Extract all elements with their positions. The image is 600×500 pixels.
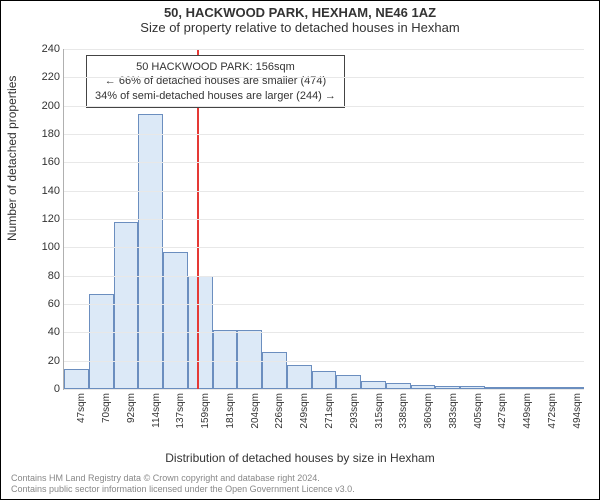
bar [163, 252, 188, 389]
x-tick-label: 181sqm [225, 393, 236, 429]
gridline [64, 247, 584, 248]
bar [64, 369, 89, 389]
gridline [64, 361, 584, 362]
bar [312, 371, 337, 389]
x-tick-label: 159sqm [200, 393, 211, 429]
x-tick-label: 271sqm [324, 393, 335, 429]
gridline [64, 276, 584, 277]
y-tick-label: 220 [30, 71, 60, 83]
x-tick-label: 293sqm [349, 393, 360, 429]
y-tick-label: 240 [30, 43, 60, 55]
y-tick-label: 80 [30, 270, 60, 282]
x-tick-label: 360sqm [423, 393, 434, 429]
chart-title-desc: Size of property relative to detached ho… [1, 20, 599, 35]
chart-container: 50, HACKWOOD PARK, HEXHAM, NE46 1AZ Size… [0, 0, 600, 500]
y-tick-label: 20 [30, 355, 60, 367]
bar [213, 330, 238, 390]
bar [89, 294, 114, 389]
y-tick-label: 0 [30, 383, 60, 395]
annotation-line3: 34% of semi-detached houses are larger (… [95, 89, 336, 103]
x-tick-label: 114sqm [151, 393, 162, 428]
x-tick-label: 472sqm [547, 393, 558, 429]
gridline [64, 304, 584, 305]
y-axis-label: Number of detached properties [5, 76, 19, 241]
x-tick-label: 449sqm [522, 393, 533, 429]
credits-line2: Contains public sector information licen… [11, 484, 355, 495]
chart-title-address: 50, HACKWOOD PARK, HEXHAM, NE46 1AZ [1, 5, 599, 20]
y-tick-label: 100 [30, 241, 60, 253]
title-block: 50, HACKWOOD PARK, HEXHAM, NE46 1AZ Size… [1, 1, 599, 35]
x-tick-label: 338sqm [398, 393, 409, 429]
x-tick-label: 92sqm [126, 393, 137, 423]
gridline [64, 219, 584, 220]
gridline [64, 77, 584, 78]
credits: Contains HM Land Registry data © Crown c… [11, 473, 355, 496]
gridline [64, 134, 584, 135]
x-tick-label: 249sqm [299, 393, 310, 429]
credits-line1: Contains HM Land Registry data © Crown c… [11, 473, 355, 484]
x-tick-label: 226sqm [274, 393, 285, 429]
plot-area: 50 HACKWOOD PARK: 156sqm ← 66% of detach… [63, 49, 583, 389]
bar [262, 352, 287, 389]
x-tick-label: 70sqm [101, 393, 112, 423]
plot-box: 50 HACKWOOD PARK: 156sqm ← 66% of detach… [63, 49, 584, 390]
x-tick-label: 137sqm [175, 393, 186, 429]
y-tick-label: 160 [30, 156, 60, 168]
y-tick-label: 200 [30, 100, 60, 112]
bar [237, 330, 262, 390]
annotation-line1: 50 HACKWOOD PARK: 156sqm [95, 60, 336, 74]
annotation-box: 50 HACKWOOD PARK: 156sqm ← 66% of detach… [86, 55, 345, 108]
bar [287, 365, 312, 389]
x-tick-label: 405sqm [473, 393, 484, 429]
gridline [64, 191, 584, 192]
x-tick-label: 383sqm [448, 393, 459, 429]
gridline [64, 332, 584, 333]
y-tick-label: 120 [30, 213, 60, 225]
bar [361, 381, 386, 390]
x-tick-label: 427sqm [497, 393, 508, 429]
y-tick-label: 60 [30, 298, 60, 310]
x-tick-label: 47sqm [76, 393, 87, 423]
gridline [64, 49, 584, 50]
y-tick-label: 140 [30, 185, 60, 197]
x-axis-label: Distribution of detached houses by size … [1, 451, 599, 465]
x-tick-label: 204sqm [250, 393, 261, 429]
x-tick-label: 315sqm [374, 393, 385, 429]
y-tick-label: 40 [30, 326, 60, 338]
bar [336, 375, 361, 389]
gridline [64, 162, 584, 163]
gridline [64, 389, 584, 390]
x-tick-label: 494sqm [572, 393, 583, 429]
y-tick-label: 180 [30, 128, 60, 140]
gridline [64, 106, 584, 107]
bar [138, 114, 163, 389]
